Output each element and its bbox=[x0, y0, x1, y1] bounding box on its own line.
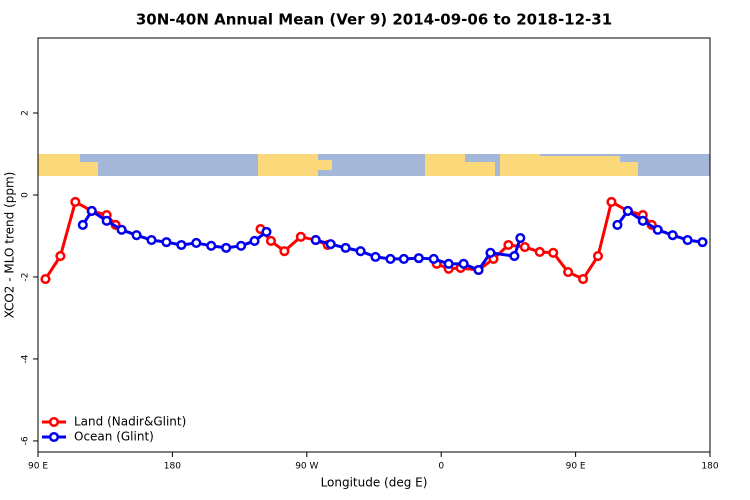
data-point bbox=[413, 253, 424, 264]
legend-marker bbox=[48, 416, 60, 428]
y-tick-label: -6 bbox=[21, 436, 31, 445]
data-point bbox=[176, 239, 187, 251]
data-point bbox=[249, 235, 260, 246]
x-tick-label: 0 bbox=[438, 462, 444, 472]
data-point bbox=[370, 251, 381, 262]
data-point bbox=[206, 240, 217, 251]
data-point bbox=[592, 251, 604, 262]
y-axis-label: XCO2 - MLO trend (ppm) bbox=[3, 172, 17, 319]
data-point bbox=[131, 230, 142, 241]
data-point bbox=[221, 242, 232, 253]
data-point bbox=[443, 258, 454, 269]
data-point bbox=[509, 251, 520, 262]
data-point bbox=[534, 246, 545, 258]
data-point bbox=[578, 273, 589, 285]
data-point bbox=[548, 247, 559, 258]
data-point bbox=[519, 241, 530, 253]
data-point bbox=[637, 215, 648, 226]
data-point bbox=[340, 242, 351, 253]
data-point bbox=[622, 205, 633, 217]
data-point bbox=[485, 247, 496, 258]
legend-label: Land (Nadir&Glint) bbox=[74, 415, 186, 429]
data-point bbox=[70, 196, 81, 208]
data-point bbox=[682, 235, 693, 246]
x-axis-label: Longitude (deg E) bbox=[321, 476, 428, 490]
data-point bbox=[652, 224, 663, 235]
y-tick-label: 0 bbox=[21, 192, 31, 198]
data-point bbox=[503, 239, 514, 251]
chart-title: 30N-40N Annual Mean (Ver 9) 2014-09-06 t… bbox=[136, 11, 612, 29]
data-point bbox=[385, 253, 396, 264]
data-point bbox=[261, 226, 272, 237]
data-point bbox=[191, 237, 202, 249]
data-point bbox=[458, 258, 469, 269]
data-point bbox=[236, 240, 247, 251]
data-point bbox=[428, 253, 439, 264]
y-tick-label: -4 bbox=[21, 354, 31, 363]
data-point bbox=[667, 230, 678, 241]
data-point bbox=[86, 205, 97, 217]
x-tick-label: 90 E bbox=[28, 462, 48, 472]
data-point bbox=[146, 235, 157, 246]
x-tick-label: 90 E bbox=[566, 462, 586, 472]
y-tick-label: 2 bbox=[21, 110, 31, 116]
legend-marker bbox=[48, 431, 60, 443]
x-tick-label: 90 W bbox=[295, 462, 318, 472]
data-point bbox=[563, 267, 574, 278]
data-point bbox=[612, 219, 623, 230]
x-tick-label: 180 bbox=[701, 462, 718, 472]
data-point bbox=[55, 251, 66, 262]
data-point bbox=[473, 264, 484, 276]
data-point bbox=[295, 231, 306, 242]
series-line bbox=[44, 200, 653, 281]
x-tick-label: 180 bbox=[164, 462, 181, 472]
y-tick-label: -2 bbox=[21, 272, 31, 281]
data-point bbox=[310, 235, 321, 246]
data-point bbox=[101, 215, 112, 226]
data-point bbox=[161, 237, 172, 248]
plot-frame bbox=[37, 37, 711, 453]
data-point bbox=[116, 224, 127, 235]
data-point bbox=[355, 246, 366, 257]
data-point bbox=[265, 235, 277, 246]
legend-label: Ocean (Glint) bbox=[74, 430, 154, 444]
data-point bbox=[40, 273, 51, 285]
map-strip bbox=[38, 154, 710, 176]
data-point bbox=[515, 232, 526, 244]
data-point bbox=[325, 239, 336, 250]
data-point bbox=[279, 246, 290, 257]
data-point bbox=[398, 253, 409, 264]
data-point bbox=[606, 196, 617, 208]
data-point bbox=[77, 219, 88, 230]
data-point bbox=[697, 237, 708, 248]
